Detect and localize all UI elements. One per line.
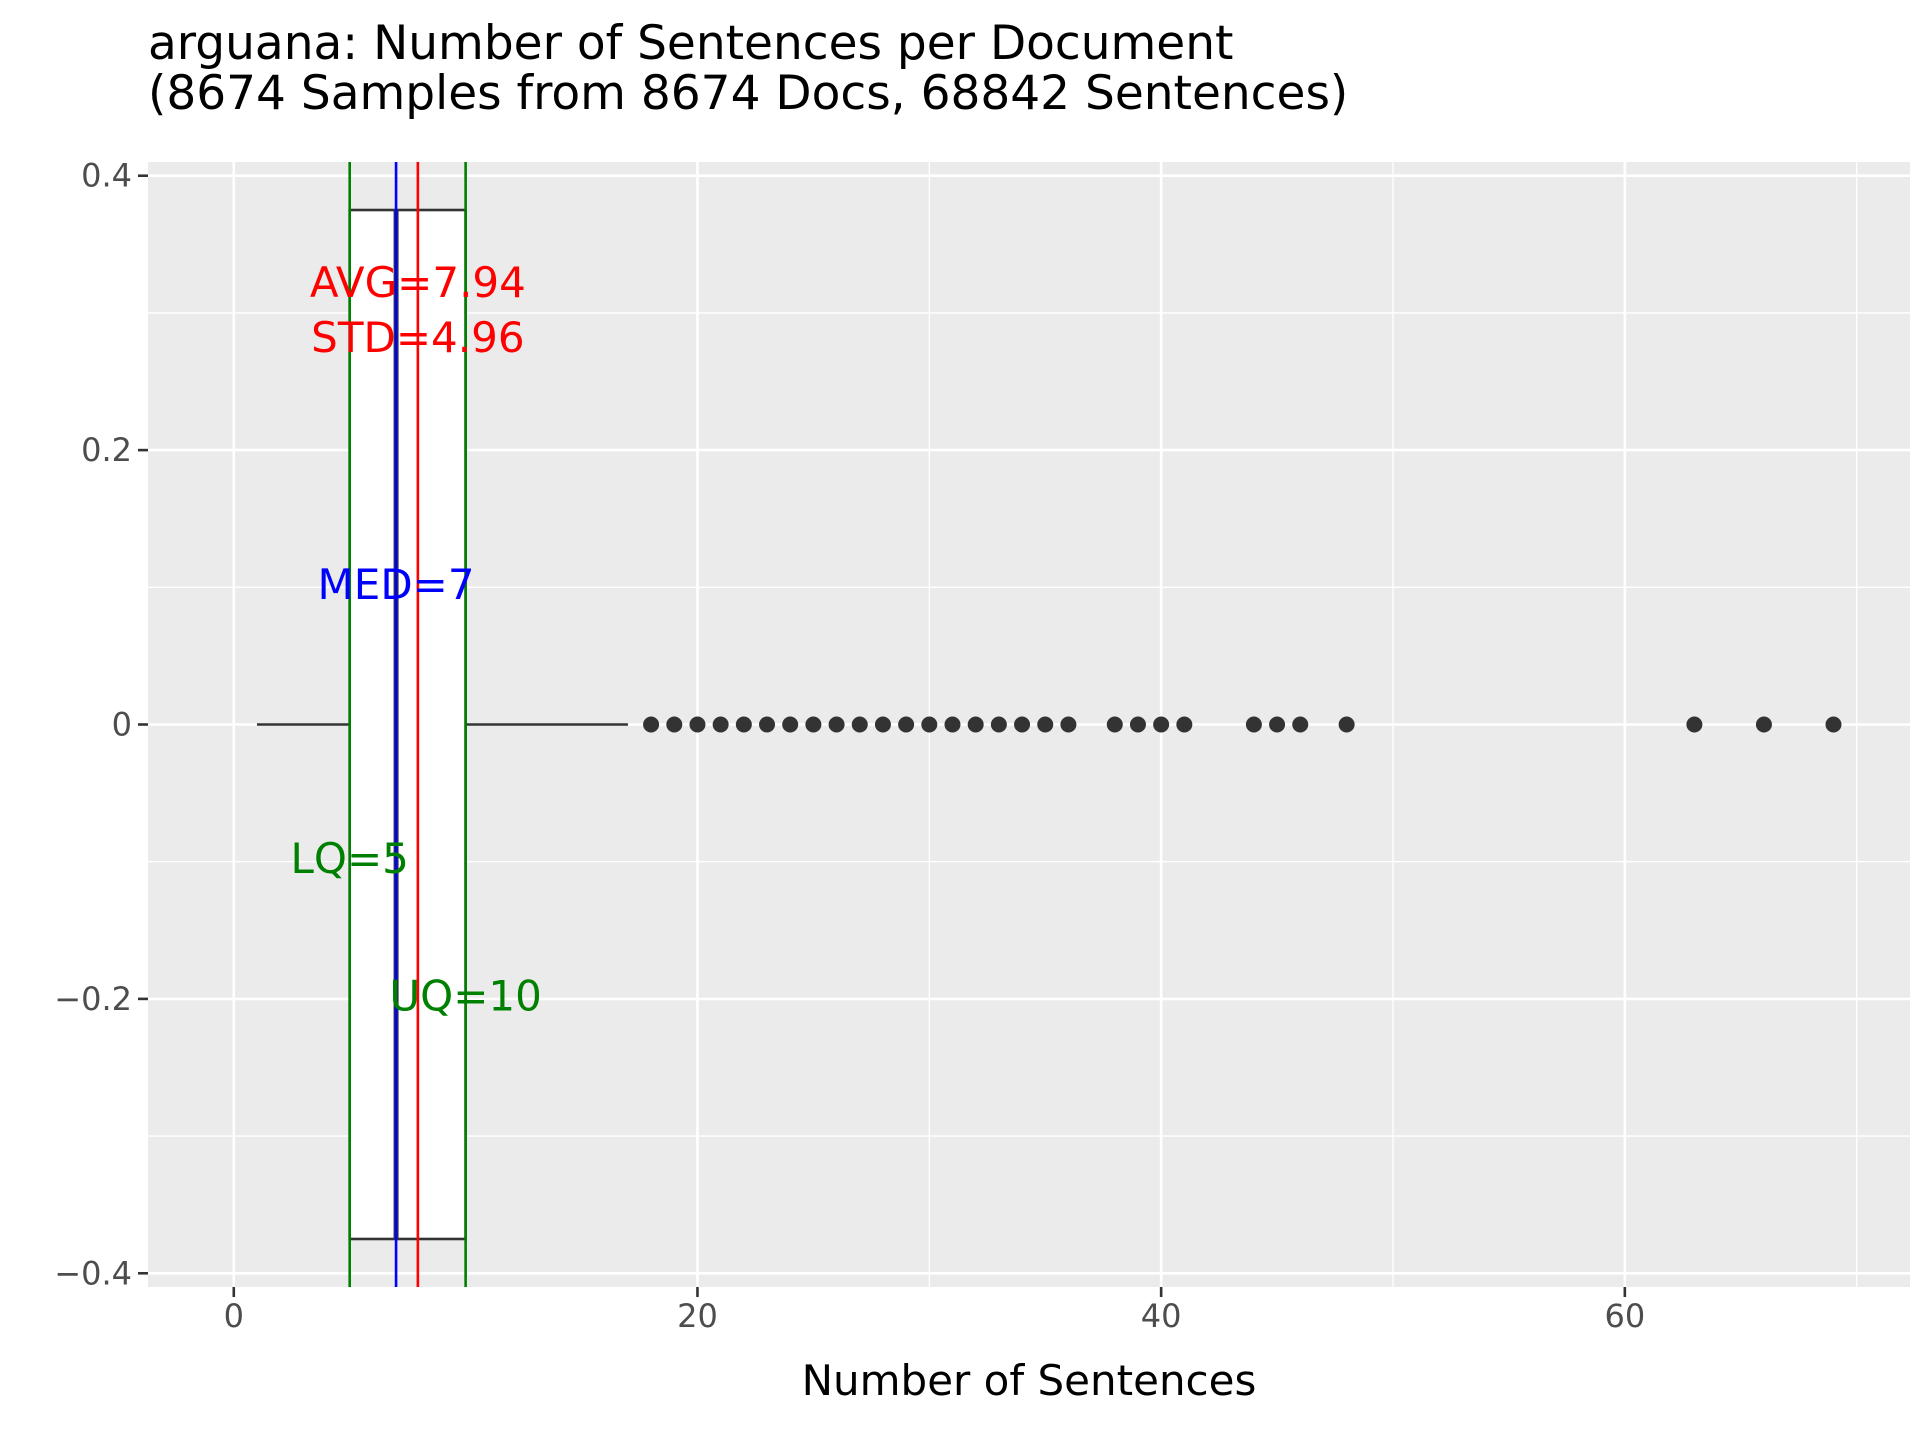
outlier-point — [967, 716, 984, 733]
outlier-point — [712, 716, 729, 733]
outlier-point — [1014, 716, 1031, 733]
outlier-point — [921, 716, 938, 733]
outlier-point — [1292, 716, 1309, 733]
y-tick-label: −0.2 — [54, 980, 132, 1018]
y-tick-label: −0.4 — [54, 1254, 132, 1292]
y-tick-label: 0.4 — [81, 157, 132, 195]
x-tick-label: 20 — [677, 1297, 718, 1335]
std-label: STD=4.96 — [311, 313, 524, 362]
outlier-point — [851, 716, 868, 733]
axes: 0 20 40 60 0.4 0.2 0 −0.2 −0.4 — [54, 157, 1645, 1335]
outlier-point — [1269, 716, 1286, 733]
outlier-point — [1176, 716, 1193, 733]
outlier-point — [944, 716, 961, 733]
uq-label: UQ=10 — [389, 971, 541, 1020]
y-tick-label: 0.2 — [81, 431, 132, 469]
outlier-point — [990, 716, 1007, 733]
outlier-point — [898, 716, 915, 733]
x-tick-label: 40 — [1141, 1297, 1182, 1335]
outlier-point — [1153, 716, 1170, 733]
outlier-points — [643, 716, 1842, 733]
outlier-point — [1129, 716, 1146, 733]
outlier-point — [874, 716, 891, 733]
outlier-point — [1338, 716, 1355, 733]
x-axis-label: Number of Sentences — [801, 1356, 1257, 1405]
x-tick-label: 60 — [1604, 1297, 1645, 1335]
outlier-point — [1755, 716, 1772, 733]
outlier-point — [689, 716, 706, 733]
outlier-point — [643, 716, 660, 733]
outlier-point — [828, 716, 845, 733]
outlier-point — [1825, 716, 1842, 733]
outlier-point — [1060, 716, 1077, 733]
outlier-point — [759, 716, 776, 733]
outlier-point — [1037, 716, 1054, 733]
outlier-point — [1106, 716, 1123, 733]
avg-label: AVG=7.94 — [310, 258, 526, 307]
chart-title: arguana: Number of Sentences per Documen… — [148, 16, 1234, 71]
chart-subtitle: (8674 Samples from 8674 Docs, 68842 Sent… — [148, 66, 1349, 121]
lq-label: LQ=5 — [291, 834, 409, 883]
x-tick-label: 0 — [224, 1297, 244, 1335]
box-body — [348, 208, 467, 1241]
outlier-point — [782, 716, 799, 733]
outlier-point — [805, 716, 822, 733]
outlier-point — [735, 716, 752, 733]
y-tick-label: 0 — [112, 706, 132, 744]
annotations: AVG=7.94 STD=4.96 MED=7 LQ=5 UQ=10 — [291, 258, 542, 1020]
reference-lines — [348, 162, 467, 1287]
boxplot — [256, 208, 628, 1241]
outlier-point — [1686, 716, 1703, 733]
outlier-point — [666, 716, 683, 733]
outlier-point — [1245, 716, 1262, 733]
med-label: MED=7 — [318, 560, 475, 609]
